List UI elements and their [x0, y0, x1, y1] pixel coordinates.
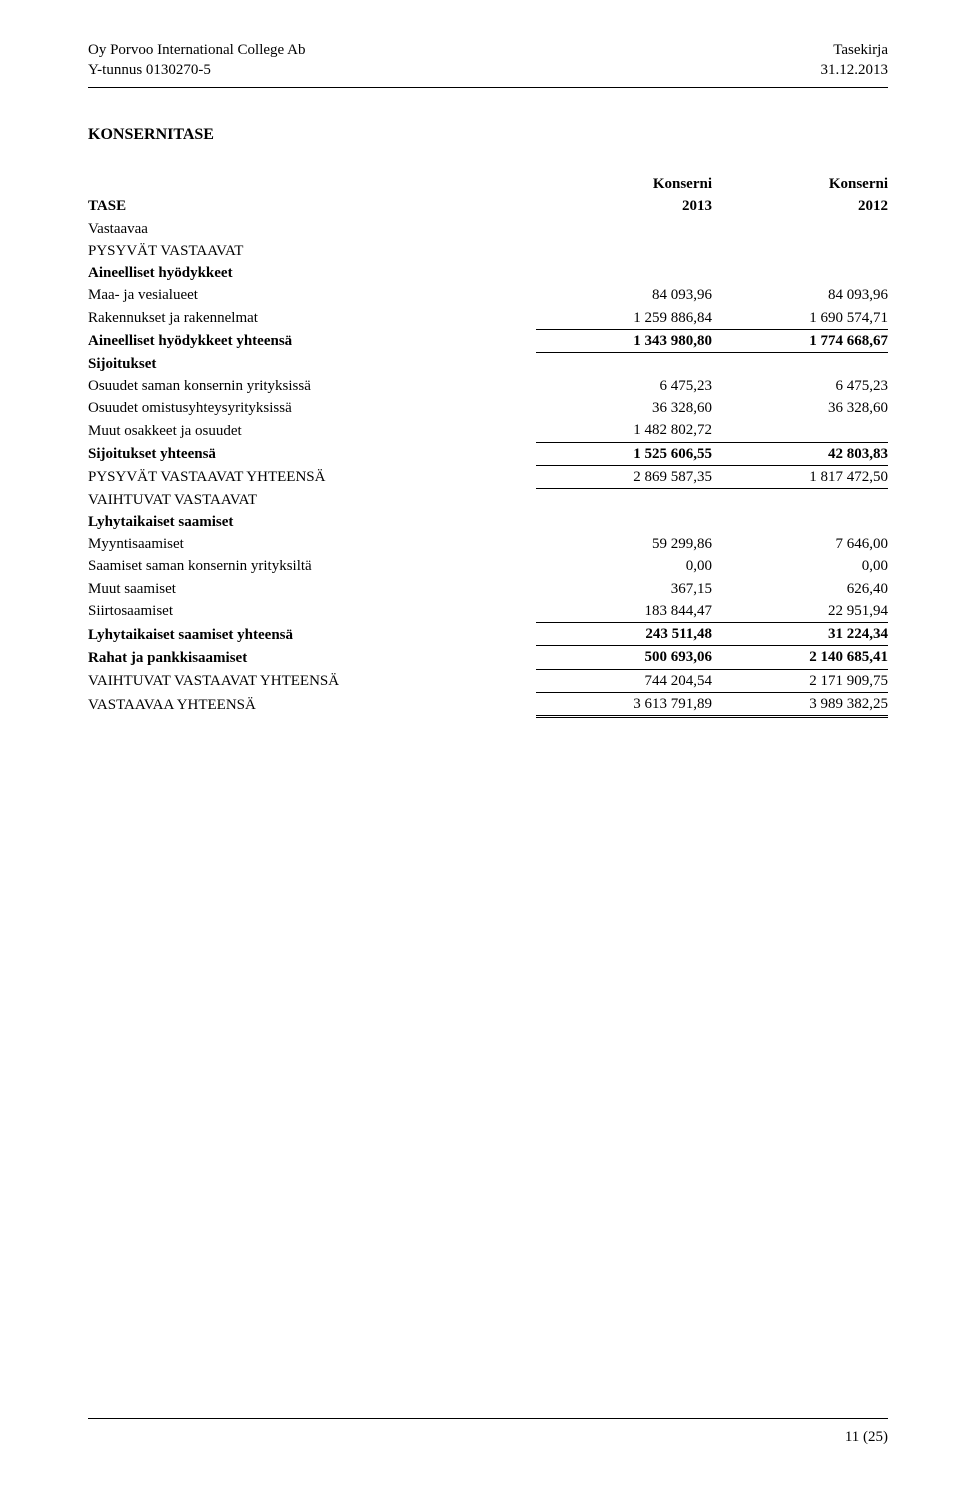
row-siirtos: Siirtosaamiset 183 844,47 22 951,94 — [88, 600, 888, 623]
val-aineelliset-yht-1: 1 343 980,80 — [536, 329, 712, 352]
row-vastaavaa-yht: VASTAAVAA YHTEENSÄ 3 613 791,89 3 989 38… — [88, 692, 888, 716]
label-lyhyt-saam: Lyhytaikaiset saamiset — [88, 511, 536, 533]
header-right: Tasekirja 31.12.2013 — [821, 40, 889, 81]
page-number: 11 (25) — [88, 1427, 888, 1447]
val-siirtos-1: 183 844,47 — [536, 600, 712, 623]
label-tase: TASE — [88, 195, 536, 217]
label-rakennukset: Rakennukset ja rakennelmat — [88, 307, 536, 330]
label-pysyvat-yht: PYSYVÄT VASTAAVAT YHTEENSÄ — [88, 465, 536, 488]
footer-rule — [88, 1418, 888, 1419]
val-osuudet-saman-2: 6 475,23 — [712, 375, 888, 397]
label-lyhyt-saam-yht: Lyhytaikaiset saamiset yhteensä — [88, 623, 536, 646]
val-osuudet-saman-1: 6 475,23 — [536, 375, 712, 397]
row-lyhyt-saam-head: Lyhytaikaiset saamiset — [88, 511, 888, 533]
val-vaihtuvat-yht-2: 2 171 909,75 — [712, 669, 888, 692]
val-muut-osak-2 — [712, 419, 888, 442]
company-name: Oy Porvoo International College Ab — [88, 40, 305, 60]
val-muut-saam-2: 626,40 — [712, 578, 888, 600]
header-left: Oy Porvoo International College Ab Y-tun… — [88, 40, 305, 81]
val-sijoitukset-yht-1: 1 525 606,55 — [536, 442, 712, 465]
label-myyntis: Myyntisaamiset — [88, 533, 536, 555]
val-maa-1: 84 093,96 — [536, 284, 712, 306]
row-vastaavaa: Vastaavaa — [88, 218, 888, 240]
col-head-2: Konserni — [712, 173, 888, 195]
label-pysyvat: PYSYVÄT VASTAAVAT — [88, 240, 536, 262]
val-rakennukset-2: 1 690 574,71 — [712, 307, 888, 330]
label-aineelliset: Aineelliset hyödykkeet — [88, 262, 536, 284]
row-maa: Maa- ja vesialueet 84 093,96 84 093,96 — [88, 284, 888, 306]
row-muut-saam: Muut saamiset 367,15 626,40 — [88, 578, 888, 600]
section-title: KONSERNITASE — [88, 124, 888, 146]
val-rakennukset-1: 1 259 886,84 — [536, 307, 712, 330]
val-muut-osak-1: 1 482 802,72 — [536, 419, 712, 442]
val-sijoitukset-yht-2: 42 803,83 — [712, 442, 888, 465]
col-head-1: Konserni — [536, 173, 712, 195]
val-osuudet-omis-1: 36 328,60 — [536, 397, 712, 419]
row-sijoitukset-yht: Sijoitukset yhteensä 1 525 606,55 42 803… — [88, 442, 888, 465]
row-muut-osak: Muut osakkeet ja osuudet 1 482 802,72 — [88, 419, 888, 442]
col-header-row-2: TASE 2013 2012 — [88, 195, 888, 217]
val-lyhyt-saam-yht-2: 31 224,34 — [712, 623, 888, 646]
company-ytunnus: Y-tunnus 0130270-5 — [88, 60, 305, 80]
val-saam-saman-1: 0,00 — [536, 555, 712, 577]
col-header-row-1: Konserni Konserni — [88, 173, 888, 195]
label-rahat: Rahat ja pankkisaamiset — [88, 646, 536, 669]
page-footer: 11 (25) — [88, 1418, 888, 1447]
val-pysyvat-yht-1: 2 869 587,35 — [536, 465, 712, 488]
row-saam-saman: Saamiset saman konsernin yrityksiltä 0,0… — [88, 555, 888, 577]
balance-sheet-table: Konserni Konserni TASE 2013 2012 Vastaav… — [88, 173, 888, 718]
label-maa: Maa- ja vesialueet — [88, 284, 536, 306]
label-vastaavaa: Vastaavaa — [88, 218, 536, 240]
label-vastaavaa-yht: VASTAAVAA YHTEENSÄ — [88, 692, 536, 716]
label-sijoitukset-yht: Sijoitukset yhteensä — [88, 442, 536, 465]
row-sijoitukset-head: Sijoitukset — [88, 353, 888, 375]
val-myyntis-2: 7 646,00 — [712, 533, 888, 555]
label-siirtos: Siirtosaamiset — [88, 600, 536, 623]
row-aineelliset-head: Aineelliset hyödykkeet — [88, 262, 888, 284]
label-osuudet-omis: Osuudet omistusyhteysyrityksissä — [88, 397, 536, 419]
val-saam-saman-2: 0,00 — [712, 555, 888, 577]
val-vastaavaa-yht-2: 3 989 382,25 — [712, 692, 888, 716]
page-header: Oy Porvoo International College Ab Y-tun… — [88, 40, 888, 81]
row-rakennukset: Rakennukset ja rakennelmat 1 259 886,84 … — [88, 307, 888, 330]
val-vaihtuvat-yht-1: 744 204,54 — [536, 669, 712, 692]
val-rahat-1: 500 693,06 — [536, 646, 712, 669]
row-aineelliset-yht: Aineelliset hyödykkeet yhteensä 1 343 98… — [88, 329, 888, 352]
val-muut-saam-1: 367,15 — [536, 578, 712, 600]
row-osuudet-saman: Osuudet saman konsernin yrityksissä 6 47… — [88, 375, 888, 397]
row-pysyvat: PYSYVÄT VASTAAVAT — [88, 240, 888, 262]
doc-date: 31.12.2013 — [821, 60, 889, 80]
val-vastaavaa-yht-1: 3 613 791,89 — [536, 692, 712, 716]
val-myyntis-1: 59 299,86 — [536, 533, 712, 555]
year-1: 2013 — [536, 195, 712, 217]
row-myyntis: Myyntisaamiset 59 299,86 7 646,00 — [88, 533, 888, 555]
year-2: 2012 — [712, 195, 888, 217]
header-rule — [88, 87, 888, 88]
row-vaihtuvat-yht: VAIHTUVAT VASTAAVAT YHTEENSÄ 744 204,54 … — [88, 669, 888, 692]
row-lyhyt-saam-yht: Lyhytaikaiset saamiset yhteensä 243 511,… — [88, 623, 888, 646]
label-aineelliset-yht: Aineelliset hyödykkeet yhteensä — [88, 329, 536, 352]
label-muut-osak: Muut osakkeet ja osuudet — [88, 419, 536, 442]
val-maa-2: 84 093,96 — [712, 284, 888, 306]
row-osuudet-omis: Osuudet omistusyhteysyrityksissä 36 328,… — [88, 397, 888, 419]
val-rahat-2: 2 140 685,41 — [712, 646, 888, 669]
val-pysyvat-yht-2: 1 817 472,50 — [712, 465, 888, 488]
label-vaihtuvat: VAIHTUVAT VASTAAVAT — [88, 489, 536, 511]
row-rahat: Rahat ja pankkisaamiset 500 693,06 2 140… — [88, 646, 888, 669]
val-lyhyt-saam-yht-1: 243 511,48 — [536, 623, 712, 646]
label-sijoitukset: Sijoitukset — [88, 353, 536, 375]
label-vaihtuvat-yht: VAIHTUVAT VASTAAVAT YHTEENSÄ — [88, 669, 536, 692]
val-aineelliset-yht-2: 1 774 668,67 — [712, 329, 888, 352]
label-saam-saman: Saamiset saman konsernin yrityksiltä — [88, 555, 536, 577]
doc-type: Tasekirja — [821, 40, 889, 60]
page-container: Oy Porvoo International College Ab Y-tun… — [0, 0, 960, 1487]
row-vaihtuvat-head: VAIHTUVAT VASTAAVAT — [88, 489, 888, 511]
label-muut-saam: Muut saamiset — [88, 578, 536, 600]
row-pysyvat-yht: PYSYVÄT VASTAAVAT YHTEENSÄ 2 869 587,35 … — [88, 465, 888, 488]
val-osuudet-omis-2: 36 328,60 — [712, 397, 888, 419]
label-osuudet-saman: Osuudet saman konsernin yrityksissä — [88, 375, 536, 397]
val-siirtos-2: 22 951,94 — [712, 600, 888, 623]
